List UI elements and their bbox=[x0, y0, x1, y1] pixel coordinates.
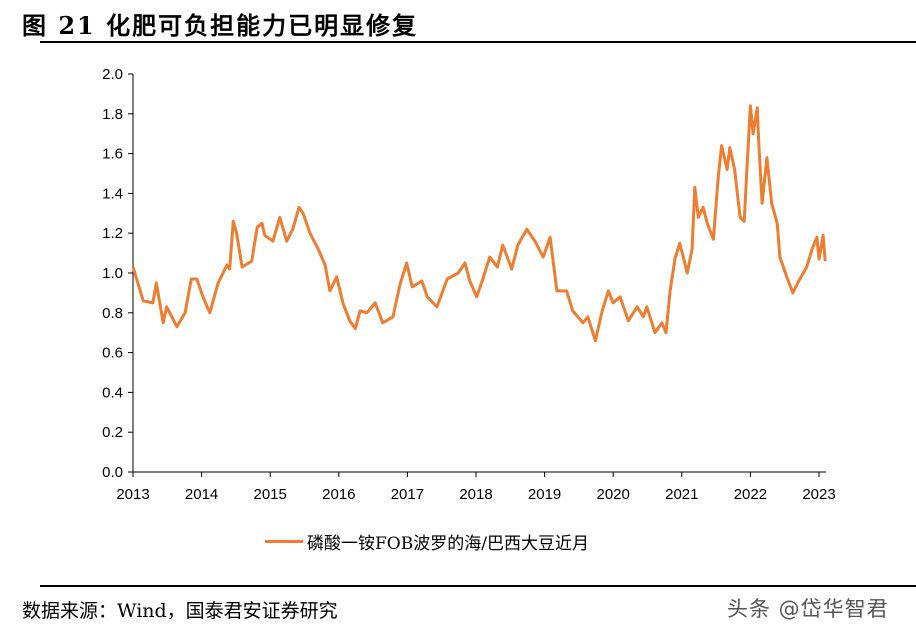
watermark: 头条 @岱华智君 bbox=[727, 597, 889, 621]
y-tick-label: 1.2 bbox=[102, 225, 123, 242]
x-tick-label: 2018 bbox=[459, 486, 492, 503]
axes bbox=[132, 74, 826, 473]
y-tick-label: 1.8 bbox=[102, 106, 123, 123]
y-tick-label: 1.0 bbox=[102, 265, 123, 282]
source-note: 数据来源：Wind，国泰君安证券研究 bbox=[22, 600, 338, 622]
y-tick-label: 0.0 bbox=[102, 464, 123, 481]
x-tick-label: 2019 bbox=[528, 486, 561, 503]
y-tick-label: 0.2 bbox=[102, 424, 123, 441]
y-tick-label: 2.0 bbox=[102, 66, 123, 83]
y-tick-label: 1.6 bbox=[102, 146, 123, 163]
y-tick-label: 1.4 bbox=[102, 185, 123, 202]
legend-swatch bbox=[265, 540, 303, 543]
line-chart: 0.0 0.2 0.4 0.6 0.8 1.0 1.2 1.4 1.6 1.8 2.0 2013 201… bbox=[102, 66, 836, 503]
x-tick-label: 2016 bbox=[322, 486, 355, 503]
y-tick-label: 0.4 bbox=[102, 384, 123, 401]
legend: 磷酸一铵FOB波罗的海/巴西大豆近月 bbox=[265, 529, 589, 554]
x-tick-label: 2020 bbox=[597, 486, 630, 503]
series-line bbox=[131, 104, 827, 343]
y-tick-label: 0.8 bbox=[102, 305, 123, 322]
legend-label: 磷酸一铵FOB波罗的海/巴西大豆近月 bbox=[307, 534, 589, 554]
x-tick-label: 2015 bbox=[254, 486, 287, 503]
y-tick-label: 0.6 bbox=[102, 345, 123, 362]
title-divider bbox=[40, 41, 916, 43]
x-tick-label: 2013 bbox=[116, 486, 149, 503]
x-tick-label: 2021 bbox=[665, 486, 698, 503]
x-tick-label: 2014 bbox=[185, 486, 218, 503]
x-tick-label: 2017 bbox=[391, 486, 424, 503]
x-tick-label: 2022 bbox=[734, 486, 767, 503]
source-divider bbox=[40, 585, 916, 587]
x-tick-label: 2023 bbox=[802, 486, 835, 503]
figure-title: 图 21 化肥可负担能力已明显修复 bbox=[22, 11, 419, 40]
